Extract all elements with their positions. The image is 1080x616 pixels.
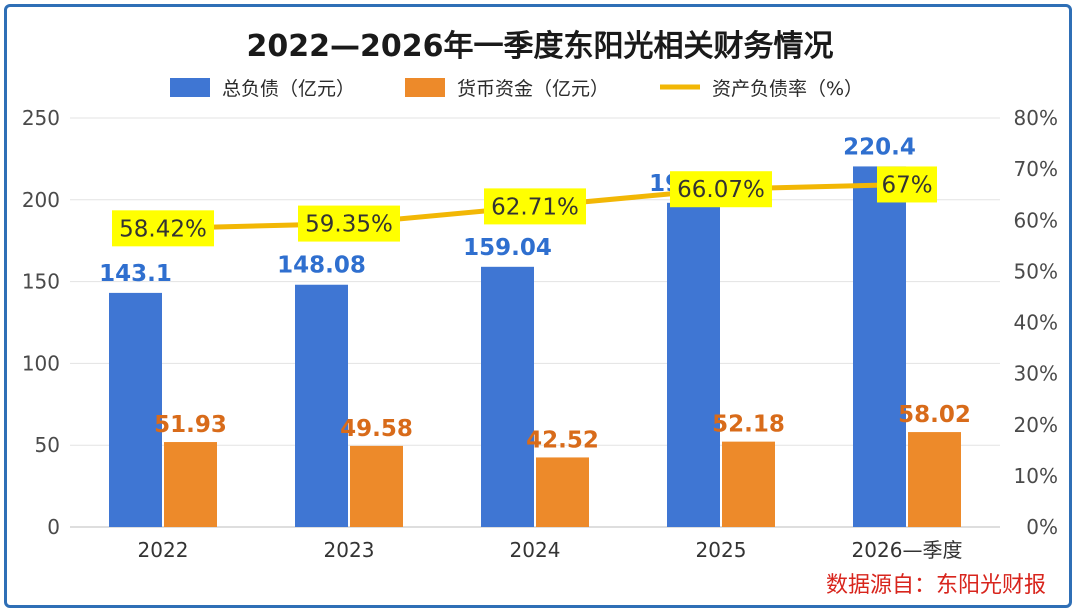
bar-total-liabilities — [295, 284, 348, 527]
data-label-total-liabilities: 148.08 — [277, 253, 366, 279]
source-note: 数据源自：东阳光财报 — [826, 573, 1046, 598]
legend-swatch-monetary-funds — [405, 78, 445, 97]
bar-total-liabilities — [109, 292, 162, 527]
left-axis-tick-label: 0 — [47, 515, 60, 539]
left-axis-tick-label: 100 — [22, 351, 60, 375]
debt-ratio-label-box — [298, 205, 400, 242]
legend: 总负债（亿元） 货币资金（亿元） 资产负债率（%） — [170, 78, 863, 100]
x-axis-category-label: 2024 — [510, 538, 561, 562]
bars-monetary-funds: 51.93 49.58 42.52 52.18 58.02 — [154, 402, 971, 527]
legend-label-debt-ratio: 资产负债率（%） — [712, 78, 863, 100]
data-label-total-liabilities: 220.4 — [843, 134, 916, 160]
bar-monetary-funds — [350, 445, 403, 527]
data-label-total-liabilities: 159.04 — [463, 235, 552, 261]
right-axis-tick-label: 10% — [1014, 464, 1058, 488]
line-debt-ratio: 58.42% 59.35% 62.71% 66.07% 67% — [112, 166, 937, 247]
debt-ratio-label-box — [112, 210, 214, 247]
debt-ratio-label-box — [484, 188, 586, 225]
right-axis-tick-label: 30% — [1014, 362, 1058, 386]
bar-monetary-funds — [536, 457, 589, 527]
data-label-monetary-funds: 58.02 — [898, 402, 971, 428]
right-axis-tick-label: 40% — [1014, 311, 1058, 335]
right-axis-tick-label: 0% — [1026, 515, 1058, 539]
x-axis-category-label: 2025 — [696, 538, 747, 562]
legend-label-monetary-funds: 货币资金（亿元） — [457, 78, 609, 100]
data-label-debt-ratio: 66.07% — [677, 177, 765, 203]
debt-ratio-label-box — [877, 166, 937, 203]
left-axis-tick-label: 200 — [22, 188, 60, 212]
bar-total-liabilities — [667, 202, 720, 527]
legend-swatch-total-liabilities — [170, 78, 210, 97]
x-axis-category-label: 2022 — [138, 538, 189, 562]
data-label-total-liabilities: 143.1 — [99, 261, 172, 287]
bar-total-liabilities — [853, 166, 906, 527]
bar-monetary-funds — [908, 432, 961, 527]
right-axis-tick-label: 20% — [1014, 413, 1058, 437]
x-axis-category-label: 2023 — [324, 538, 375, 562]
data-label-debt-ratio: 62.71% — [491, 194, 579, 220]
left-axis-tick-label: 50 — [35, 433, 60, 457]
right-axis-tick-label: 50% — [1014, 259, 1058, 283]
right-axis-tick-label: 80% — [1014, 106, 1058, 130]
data-label-monetary-funds: 49.58 — [340, 416, 413, 442]
data-label-monetary-funds: 51.93 — [154, 412, 227, 438]
bar-monetary-funds — [722, 441, 775, 527]
data-label-monetary-funds: 42.52 — [526, 427, 599, 453]
bar-total-liabilities — [481, 266, 534, 527]
x-axis-category-label: 2026—季度 — [852, 538, 963, 562]
bar-monetary-funds — [164, 442, 217, 527]
data-label-debt-ratio: 58.42% — [119, 216, 207, 242]
left-axis-tick-label: 150 — [22, 270, 60, 294]
x-axis-labels: 2022 2023 2024 2025 2026—季度 — [138, 538, 963, 562]
data-label-monetary-funds: 52.18 — [712, 412, 785, 438]
legend-label-total-liabilities: 总负债（亿元） — [222, 78, 355, 100]
data-label-debt-ratio: 67% — [881, 172, 932, 198]
debt-ratio-label-box — [670, 171, 772, 208]
right-axis-ticks: 0% 10% 20% 30% 40% 50% 60% 70% 80% — [1014, 106, 1058, 539]
right-axis-tick-label: 60% — [1014, 208, 1058, 232]
left-axis-tick-label: 250 — [22, 106, 60, 130]
chart-title: 2022—2026年一季度东阳光相关财务情况 — [247, 29, 834, 64]
left-axis-ticks: 0 50 100 150 200 250 — [22, 106, 60, 539]
data-label-debt-ratio: 59.35% — [305, 212, 393, 238]
right-axis-tick-label: 70% — [1014, 157, 1058, 181]
